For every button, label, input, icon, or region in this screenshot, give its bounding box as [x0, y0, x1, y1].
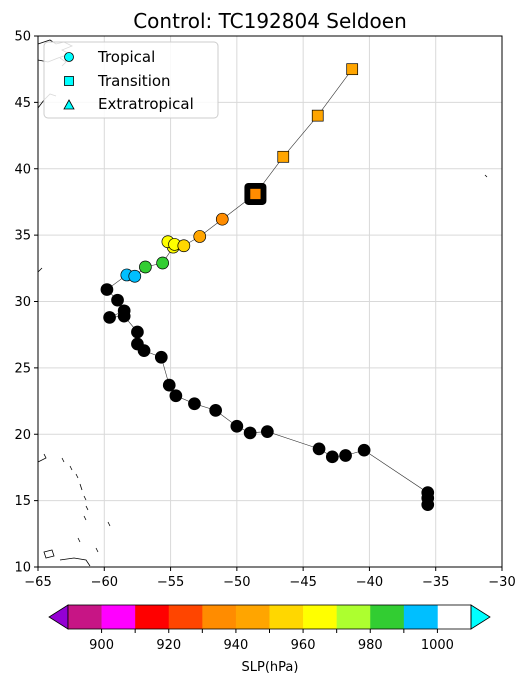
- track-point-tropical: [357, 443, 371, 457]
- colorbar-over-arrow: [470, 604, 491, 630]
- track-point-tropical: [131, 325, 144, 339]
- colorbar-segment: [370, 605, 405, 629]
- legend-marker-transition: [64, 76, 74, 86]
- chart-title: Control: TC192804 Seldoen: [133, 9, 407, 33]
- colorbar-segment: [336, 605, 371, 629]
- colorbar-segment: [168, 605, 203, 629]
- track-point-tropical: [421, 486, 435, 500]
- x-tick-label: −30: [488, 575, 515, 590]
- y-tick-label: 20: [14, 428, 31, 443]
- colorbar-segment: [135, 605, 170, 629]
- x-tick-label: −50: [223, 575, 250, 590]
- track-point-transition: [311, 109, 324, 122]
- track-point-tropical: [156, 256, 169, 270]
- grid: [38, 36, 502, 567]
- colorbar-segment: [303, 605, 337, 629]
- y-axis: 10 15 20 25 30 35 40 45 50: [14, 30, 38, 576]
- x-tick-label: −60: [91, 575, 118, 590]
- track-point-tropical: [100, 283, 114, 296]
- track-path: [106, 69, 429, 505]
- legend-marker-extratropical: [63, 99, 75, 110]
- track-point-tropical: [243, 426, 257, 440]
- colorbar-segment: [101, 605, 136, 629]
- y-tick-label: 10: [14, 561, 31, 576]
- track-point-tropical: [312, 442, 326, 456]
- track-point-tropical: [177, 239, 191, 253]
- colorbar-segment: [269, 605, 304, 629]
- legend-box: [43, 41, 219, 119]
- y-tick-label: 50: [14, 30, 31, 45]
- colorbar-under-arrow: [48, 604, 69, 630]
- colorbar-label: SLP(hPa): [242, 660, 299, 675]
- legend-label-tropical: Tropical: [97, 48, 155, 66]
- legend-marker-tropical: [64, 52, 74, 62]
- x-tick-label: −35: [422, 575, 449, 590]
- x-axis: −65 −60 −55 −50 −45 −40 −35 −30: [24, 567, 516, 590]
- track-point-tropical: [154, 350, 168, 364]
- colorbar-segment: [202, 605, 237, 629]
- y-tick-label: 40: [14, 162, 31, 177]
- colorbar-tick-label: 920: [156, 638, 181, 653]
- colorbar-tick-label: 960: [291, 638, 316, 653]
- track-point-tropical: [260, 425, 274, 438]
- x-tick-label: −65: [24, 575, 51, 590]
- colorbar-segment: [403, 605, 438, 629]
- x-tick-label: −40: [356, 575, 383, 590]
- legend: Tropical Transition Extratropical: [43, 41, 219, 119]
- track-point-tropical: [103, 311, 116, 324]
- colorbar-segment: [68, 605, 102, 629]
- legend-label-transition: Transition: [97, 72, 171, 90]
- track-point-tropical: [131, 337, 144, 351]
- y-tick-label: 15: [14, 494, 31, 509]
- x-tick-label: −55: [157, 575, 184, 590]
- track-point-tropical: [117, 304, 131, 318]
- x-tick-label: −45: [289, 575, 316, 590]
- y-tick-label: 25: [14, 361, 31, 376]
- colorbar-tick-label: 940: [224, 638, 249, 653]
- colorbar: 900 920 940 960 980 1000: [48, 604, 491, 653]
- track-point-tropical: [188, 397, 201, 411]
- track-point-transition: [249, 188, 262, 200]
- y-tick-label: 35: [14, 229, 31, 244]
- track-point-tropical: [111, 293, 124, 307]
- track-point-tropical: [162, 378, 176, 392]
- track-point-tropical: [128, 269, 142, 283]
- track-point-transition: [277, 150, 290, 163]
- legend-label-extratropical: Extratropical: [98, 95, 194, 113]
- track-point-transition: [346, 63, 359, 76]
- colorbar-tick-label: 900: [89, 638, 114, 653]
- y-tick-label: 45: [14, 96, 31, 111]
- track-point-tropical: [339, 449, 352, 462]
- colorbar-tick-label: 980: [358, 638, 383, 653]
- track-point-tropical: [169, 389, 183, 403]
- track-point-tropical: [209, 404, 222, 417]
- y-tick-label: 30: [14, 295, 31, 310]
- track-line: [106, 69, 429, 505]
- track-point-tropical: [193, 230, 207, 243]
- track-point-tropical: [139, 260, 152, 274]
- track-markers: [100, 63, 435, 511]
- track-point-tropical: [230, 419, 244, 433]
- track-point-tropical: [325, 450, 339, 464]
- colorbar-segment: [235, 605, 270, 629]
- track-point-tropical: [215, 212, 229, 226]
- colorbar-tick-label: 1000: [421, 638, 454, 653]
